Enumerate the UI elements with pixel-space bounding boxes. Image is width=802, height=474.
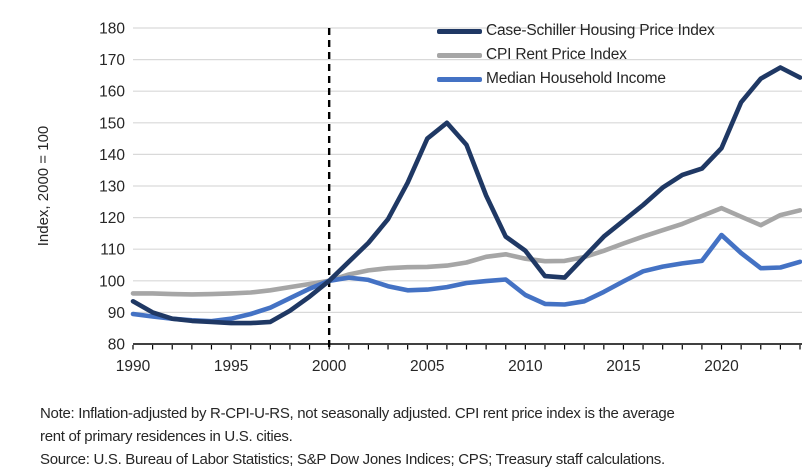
x-tick-label: 2005 xyxy=(410,358,444,375)
legend-item-median-income: Median Household Income xyxy=(437,67,715,91)
note-line-2: rent of primary residences in U.S. citie… xyxy=(40,428,293,445)
y-axis-title: Index, 2000 = 100 xyxy=(35,126,52,247)
y-tick-label: 180 xyxy=(99,21,125,38)
legend-item-case-schiller: Case-Schiller Housing Price Index xyxy=(437,19,715,43)
x-tick-label: 2015 xyxy=(606,358,640,375)
y-tick-label: 130 xyxy=(99,179,125,196)
series-line-cpi-rent-price-index xyxy=(130,205,802,297)
legend-marker-median-income xyxy=(437,76,482,82)
plot-area: 80 90 100 110 120 130 140 150 160 170 180 1990 1995 2… xyxy=(35,19,802,375)
y-tick-label: 100 xyxy=(99,273,125,290)
y-tick-label: 140 xyxy=(99,147,125,164)
legend-label-cpi-rent: CPI Rent Price Index xyxy=(486,46,627,63)
y-tick-label: 80 xyxy=(108,337,126,354)
x-tick-label: 2010 xyxy=(508,358,543,375)
x-tick-label: 1995 xyxy=(214,358,248,375)
series-line-median-household-income xyxy=(130,232,802,324)
y-tick-label: 110 xyxy=(100,242,125,259)
y-tick-label: 150 xyxy=(99,115,125,132)
series-line-case-schiller-housing-price-index xyxy=(130,65,802,326)
note-line-1: Note: Inflation-adjusted by R-CPI-U-RS, … xyxy=(40,405,675,422)
legend-item-cpi-rent: CPI Rent Price Index xyxy=(437,43,715,67)
x-tick-label: 1990 xyxy=(116,358,151,375)
y-tick-label: 90 xyxy=(108,305,126,322)
legend-label-median-income: Median Household Income xyxy=(486,70,666,87)
legend-marker-cpi-rent xyxy=(437,52,482,58)
legend-marker-case-schiller xyxy=(437,28,482,34)
legend-label-case-schiller: Case-Schiller Housing Price Index xyxy=(486,22,715,39)
y-tick-label: 120 xyxy=(99,210,125,227)
x-tick-label: 2020 xyxy=(704,358,739,375)
y-tick-label: 170 xyxy=(99,52,125,69)
footnotes: Note: Inflation-adjusted by R-CPI-U-RS, … xyxy=(40,402,795,471)
x-tick-label: 2000 xyxy=(312,358,347,375)
legend: Case-Schiller Housing Price Index CPI Re… xyxy=(437,19,715,91)
line-chart-svg: 80 90 100 110 120 130 140 150 160 170 180 1990 1995 2… xyxy=(35,21,802,375)
source-line: Source: U.S. Bureau of Labor Statistics;… xyxy=(40,451,665,468)
y-tick-label: 160 xyxy=(99,84,125,101)
